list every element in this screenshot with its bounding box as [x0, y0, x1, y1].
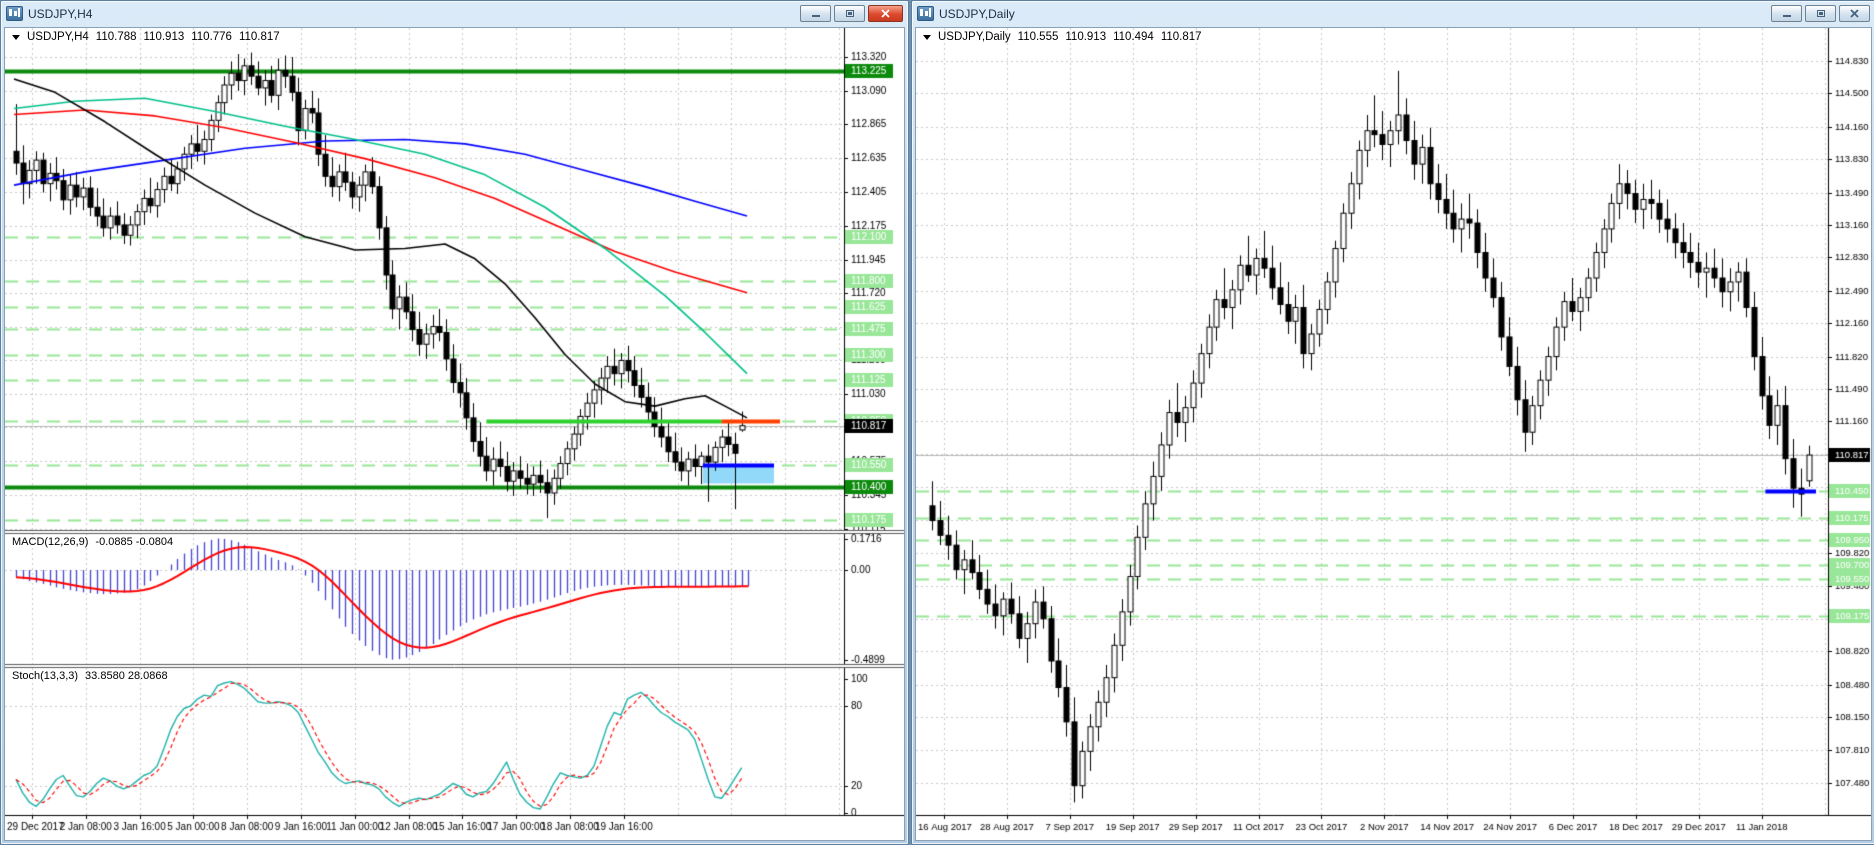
chart-window-usdjpy-h4: USDJPY,H4 USDJPY,H4 110.788 110.913 110.…	[0, 0, 909, 845]
header-close: 110.817	[1160, 31, 1202, 43]
window-title: USDJPY,Daily	[939, 6, 1015, 21]
window-title: USDJPY,H4	[28, 6, 93, 21]
minimize-button[interactable]	[1771, 5, 1802, 22]
ohlc-header-daily[interactable]: USDJPY,Daily 110.555 110.913 110.494 110…	[923, 31, 1202, 43]
chart-client-h4: USDJPY,H4 110.788 110.913 110.776 110.81…	[4, 27, 905, 841]
chart-icon	[6, 6, 23, 21]
chart-client-daily: USDJPY,Daily 110.555 110.913 110.494 110…	[915, 27, 1872, 841]
titlebar-h4[interactable]: USDJPY,H4	[1, 1, 908, 26]
daily-chart-canvas[interactable]	[916, 28, 1871, 840]
chart-icon	[917, 6, 934, 21]
macd-indicator-label: MACD(12,26,9) -0.0885 -0.0804	[12, 536, 174, 548]
header-low: 110.494	[1113, 31, 1154, 43]
header-high: 110.913	[143, 31, 185, 43]
chevron-down-icon[interactable]	[12, 34, 20, 40]
titlebar-daily[interactable]: USDJPY,Daily	[912, 1, 1874, 26]
header-symbol: USDJPY,Daily	[938, 31, 1011, 43]
header-low: 110.776	[191, 31, 232, 43]
header-close: 110.817	[238, 31, 280, 43]
restore-button[interactable]	[834, 5, 865, 22]
ohlc-header-h4[interactable]: USDJPY,H4 110.788 110.913 110.776 110.81…	[12, 31, 280, 43]
chart-window-usdjpy-daily: USDJPY,Daily USDJPY,Daily 110.555 110.91…	[911, 0, 1874, 845]
header-symbol: USDJPY,H4	[27, 31, 89, 43]
chevron-down-icon[interactable]	[923, 34, 931, 40]
header-open: 110.788	[95, 31, 137, 43]
minimize-button[interactable]	[800, 5, 831, 22]
header-open: 110.555	[1017, 31, 1059, 43]
stoch-indicator-label: Stoch(13,3,3) 33.8580 28.0868	[12, 670, 168, 682]
h4-chart-canvas[interactable]	[5, 28, 904, 840]
close-button[interactable]	[1839, 5, 1870, 22]
header-high: 110.913	[1065, 31, 1107, 43]
close-button[interactable]	[868, 5, 903, 22]
restore-button[interactable]	[1805, 5, 1836, 22]
